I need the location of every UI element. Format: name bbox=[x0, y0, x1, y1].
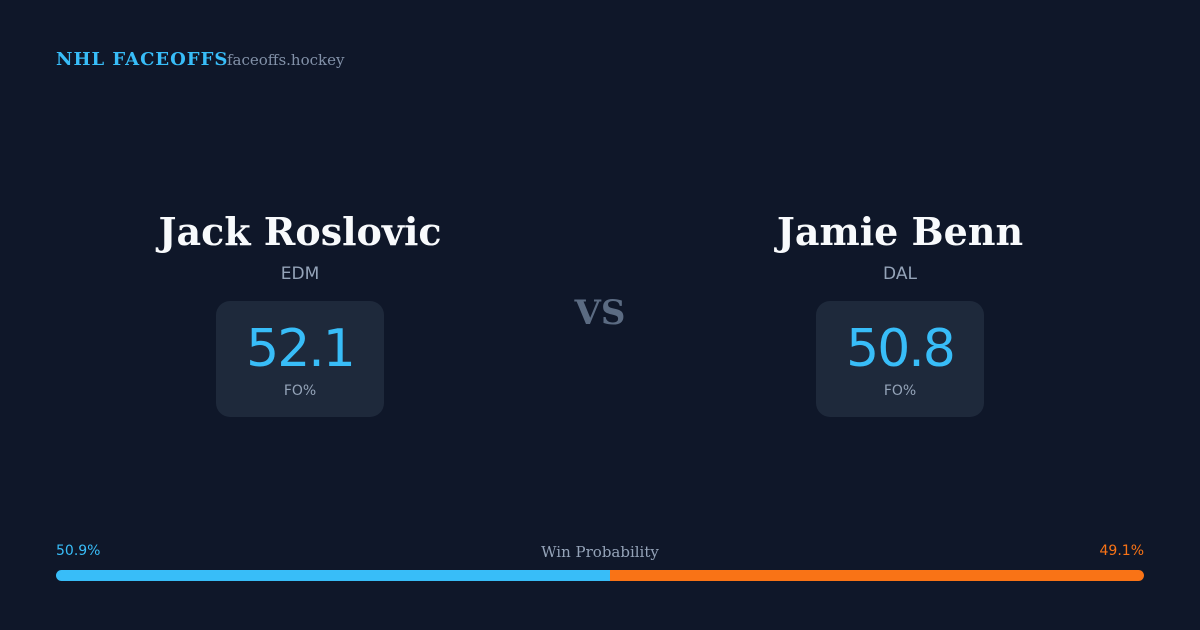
faceoff-pct: 52.1 bbox=[246, 319, 356, 379]
win-probability-bar bbox=[56, 570, 1144, 581]
stat-label: FO% bbox=[283, 383, 317, 399]
probability-segment bbox=[56, 570, 610, 581]
brand-title: NHL FACEOFFS bbox=[56, 49, 229, 70]
probability-segment bbox=[609, 570, 1144, 581]
probability-label: 50.9% bbox=[56, 543, 101, 559]
stat-label: FO% bbox=[883, 383, 917, 399]
player-card: Jamie Benn DAL 50.8 FO% bbox=[700, 200, 1100, 417]
site-link: faceoffs.hockey bbox=[227, 51, 345, 69]
player-card: Jack Roslovic EDM 52.1 FO% bbox=[100, 200, 500, 417]
faceoff-pct: 50.8 bbox=[846, 319, 956, 379]
team-code: EDM bbox=[280, 264, 320, 284]
player-name: Jamie Benn bbox=[776, 209, 1024, 254]
stat-box: 50.8 FO% bbox=[816, 301, 984, 417]
player-name: Jack Roslovic bbox=[158, 209, 442, 254]
vs-label: VS bbox=[574, 293, 626, 333]
stat-box: 52.1 FO% bbox=[216, 301, 384, 417]
team-code: DAL bbox=[883, 264, 917, 284]
probability-label: 49.1% bbox=[1099, 543, 1144, 559]
win-probability-label: Win Probability bbox=[541, 543, 659, 561]
